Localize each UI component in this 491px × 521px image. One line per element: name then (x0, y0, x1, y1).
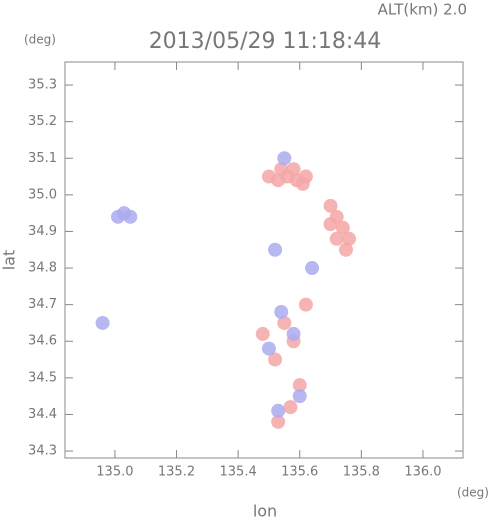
plot-frame (64, 61, 464, 459)
radar-echo (329, 231, 344, 246)
radar-echo (305, 261, 320, 276)
radar-echo (338, 242, 353, 257)
radar-echo (274, 162, 289, 177)
x-tick-label: 135.8 (343, 465, 380, 480)
radar-echo (292, 389, 307, 404)
radar-echo (277, 151, 292, 166)
y-tick-label: 34.5 (28, 370, 57, 385)
radar-echo (323, 217, 338, 232)
radar-echo (95, 315, 110, 330)
radar-echo (323, 198, 338, 213)
y-tick-label: 35.3 (28, 78, 57, 93)
y-tick-label: 34.8 (28, 261, 57, 276)
y-tick-label: 35.2 (28, 114, 57, 129)
x-tick-label: 135.0 (96, 465, 133, 480)
y-axis-label: lat (0, 250, 19, 271)
radar-echo (298, 297, 313, 312)
altitude-label: ALT(km) 2.0 (378, 1, 467, 19)
radar-echo (110, 209, 125, 224)
radar-echo (261, 341, 276, 356)
y-tick-label: 35.1 (28, 151, 57, 166)
y-unit: (deg) (24, 33, 56, 47)
radar-echo (268, 242, 283, 257)
radar-echo (342, 231, 357, 246)
chart-title: 2013/05/29 11:18:44 (149, 29, 382, 54)
radar-echo (271, 403, 286, 418)
radar-echo (123, 209, 138, 224)
radar-echo (292, 378, 307, 393)
x-axis-label: lon (253, 502, 277, 521)
x-tick-label: 136.0 (404, 465, 441, 480)
radar-echo (268, 352, 283, 367)
x-tick-label: 135.2 (158, 465, 195, 480)
x-tick-label: 135.4 (220, 465, 257, 480)
x-tick-label: 135.6 (281, 465, 318, 480)
radar-echo (274, 304, 289, 319)
x-unit: (deg) (457, 486, 489, 500)
y-tick-label: 34.3 (28, 444, 57, 459)
radar-echo (277, 315, 292, 330)
y-tick-label: 34.6 (28, 334, 57, 349)
radar-echo (255, 326, 270, 341)
radar-echo (335, 220, 350, 235)
radar-echo (295, 176, 310, 191)
y-tick-label: 34.7 (28, 297, 57, 312)
y-tick-label: 34.9 (28, 224, 57, 239)
radar-echo (286, 162, 301, 177)
radar-echo (283, 400, 298, 415)
radar-echo (286, 326, 301, 341)
y-tick-label: 34.4 (28, 407, 57, 422)
radar-echo (271, 414, 286, 429)
y-tick-label: 35.0 (28, 187, 57, 202)
